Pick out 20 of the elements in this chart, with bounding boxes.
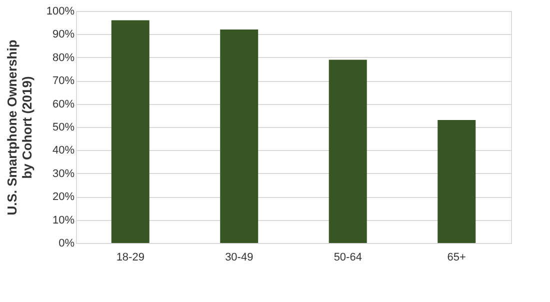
x-tick-label: 50-64 [334, 252, 362, 264]
bar [328, 60, 367, 243]
x-tick-label: 18-29 [116, 252, 144, 264]
bar [220, 30, 258, 243]
y-tick-label: 10% [52, 214, 75, 226]
bar [111, 20, 150, 243]
x-tick-label: 30-49 [225, 252, 254, 264]
y-tick-label: 60% [52, 98, 75, 110]
y-tick-label: 30% [52, 168, 75, 180]
y-tick-label: 20% [52, 191, 75, 204]
y-tick-label: 0% [58, 238, 75, 250]
y-axis-title: U.S. Smartphone Ownership by Cohort (2019) [4, 40, 34, 216]
y-tick-label: 90% [52, 28, 75, 41]
y-tick-label: 70% [52, 75, 75, 88]
y-tick-label: 100% [46, 6, 75, 18]
y-tick-label: 40% [52, 144, 75, 157]
bar [438, 120, 476, 243]
x-tick-label: 65+ [447, 252, 466, 264]
y-tick-label: 80% [52, 52, 75, 64]
y-tick-label: 50% [52, 122, 75, 134]
